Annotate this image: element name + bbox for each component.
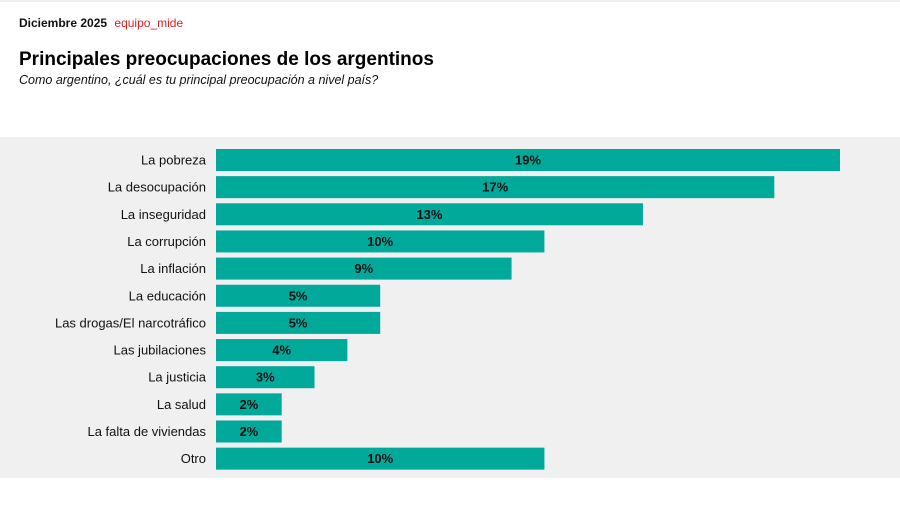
category-label: Otro — [181, 451, 206, 466]
header-meta: Diciembre 2025 equipo_mide — [19, 16, 183, 30]
category-label: La pobreza — [141, 153, 207, 168]
value-label: 13% — [416, 207, 442, 222]
bar — [216, 420, 282, 443]
value-label: 10% — [367, 451, 393, 466]
bar — [216, 257, 512, 280]
value-label: 19% — [515, 153, 541, 168]
value-label: 2% — [239, 397, 258, 412]
category-label: La educación — [129, 288, 206, 303]
bar — [216, 366, 315, 389]
chart-subtitle: Como argentino, ¿cuál es tu principal pr… — [19, 73, 379, 87]
value-label: 3% — [256, 370, 275, 385]
category-label: La inseguridad — [121, 207, 206, 222]
bar — [216, 149, 840, 171]
bar — [216, 393, 282, 416]
category-label: Las jubilaciones — [113, 343, 206, 358]
bar — [216, 203, 643, 226]
value-label: 4% — [272, 343, 291, 358]
value-label: 9% — [354, 261, 373, 276]
chart-title: Principales preocupaciones de los argent… — [19, 49, 434, 70]
bar — [216, 176, 775, 199]
date-label: Diciembre 2025 — [19, 16, 108, 30]
category-label: La desocupación — [108, 180, 206, 195]
value-label: 5% — [289, 288, 308, 303]
category-label: Las drogas/El narcotráfico — [55, 315, 206, 330]
bar — [216, 339, 348, 362]
value-label: 5% — [289, 315, 308, 330]
category-label: La corrupción — [127, 234, 206, 249]
bar — [216, 284, 381, 307]
bar — [216, 311, 381, 334]
top-divider — [0, 0, 900, 2]
bar — [216, 447, 545, 470]
category-label: La salud — [157, 397, 206, 412]
category-label: La inflación — [140, 261, 206, 276]
category-label: La justicia — [148, 370, 207, 385]
bar — [216, 230, 545, 253]
value-label: 2% — [239, 424, 258, 439]
category-label: La falta de viviendas — [87, 424, 206, 439]
brand-label: equipo_mide — [114, 16, 184, 30]
value-label: 10% — [367, 234, 393, 249]
value-label: 17% — [482, 180, 508, 195]
